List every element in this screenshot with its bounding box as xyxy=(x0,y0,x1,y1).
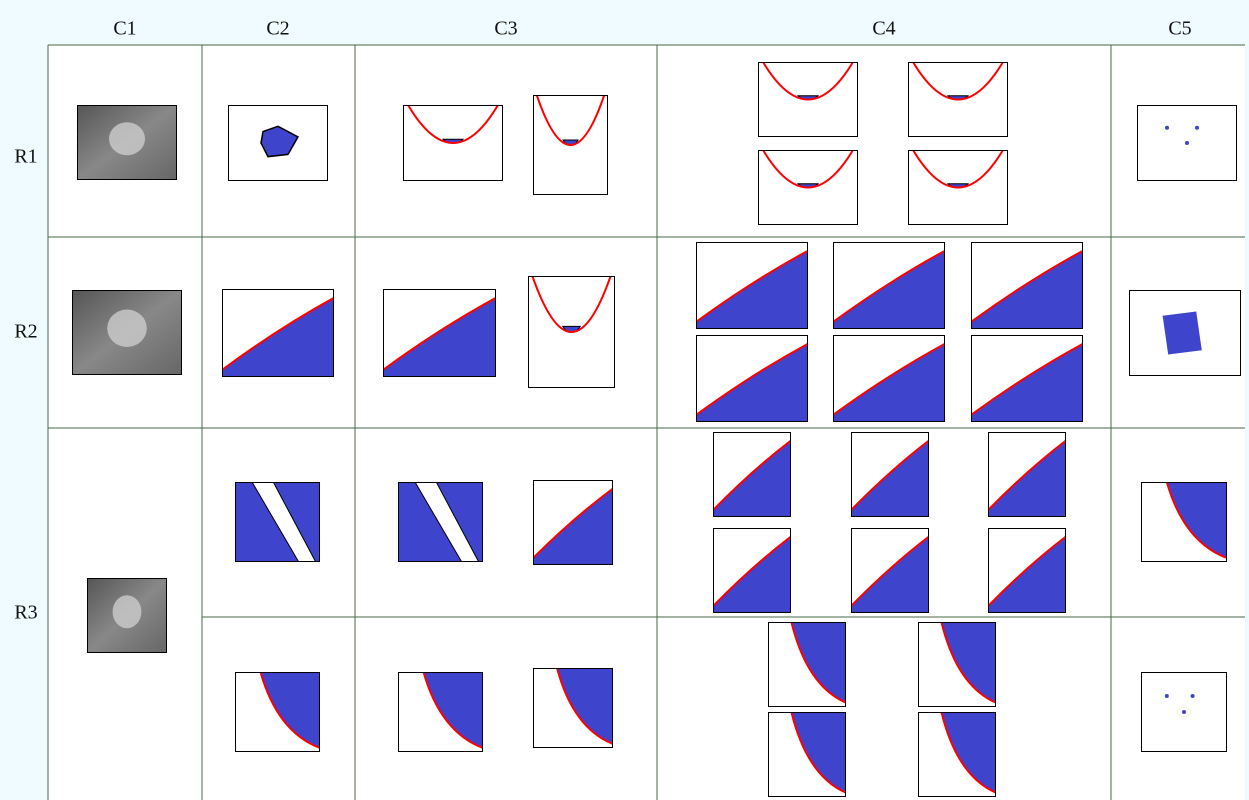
image-panel xyxy=(222,289,334,377)
image-panel xyxy=(696,242,808,329)
image-panel xyxy=(713,432,791,517)
image-panel xyxy=(1141,672,1227,752)
image-panel xyxy=(1141,482,1227,562)
image-panel xyxy=(971,335,1083,422)
image-panel xyxy=(713,528,791,613)
image-panel xyxy=(235,482,320,562)
image-panel xyxy=(533,95,608,195)
column-header: C3 xyxy=(494,18,517,40)
speck xyxy=(1185,141,1189,145)
figure: C1 C2 C3 C4 C5 R1 R2 R3 xyxy=(0,0,1249,800)
image-panel xyxy=(908,62,1008,137)
image-panel xyxy=(72,290,182,375)
image-panel xyxy=(768,712,846,797)
speck xyxy=(1195,126,1199,130)
image-panel xyxy=(833,242,945,329)
column-header: C4 xyxy=(872,18,895,40)
image-panel xyxy=(403,105,503,181)
column-header: C1 xyxy=(113,18,136,40)
image-panel xyxy=(768,622,846,707)
image-panel xyxy=(908,150,1008,225)
image-panel xyxy=(971,242,1083,329)
image-panel xyxy=(77,105,177,180)
speck xyxy=(1191,694,1195,698)
speck xyxy=(1165,126,1169,130)
image-panel xyxy=(758,62,858,137)
nodule xyxy=(113,595,142,628)
image-panel xyxy=(988,432,1066,517)
image-panel xyxy=(918,622,996,707)
table-body xyxy=(48,45,1245,800)
image-panel xyxy=(235,672,320,752)
image-panel xyxy=(851,528,929,613)
image-panel xyxy=(918,712,996,797)
nodule xyxy=(107,310,147,347)
column-header: C2 xyxy=(266,18,289,40)
image-panel xyxy=(87,578,167,653)
image-panel xyxy=(696,335,808,422)
segment xyxy=(1163,312,1202,355)
speck xyxy=(1165,694,1169,698)
image-panel xyxy=(851,432,929,517)
image-panel xyxy=(758,150,858,225)
row-header: R1 xyxy=(14,146,37,168)
row-header: R3 xyxy=(14,602,37,624)
image-panel xyxy=(533,480,613,565)
image-panel xyxy=(1129,290,1241,376)
speck xyxy=(1182,710,1186,714)
image-panel xyxy=(228,105,328,181)
image-panel xyxy=(988,528,1066,613)
row-header: R2 xyxy=(14,321,37,343)
page: C1 C2 C3 C4 C5 R1 R2 R3 (() => { const d… xyxy=(0,0,1249,800)
image-panel xyxy=(398,672,483,752)
image-panel xyxy=(383,289,496,377)
column-header: C5 xyxy=(1168,18,1191,40)
image-panel xyxy=(1137,105,1237,181)
image-panel xyxy=(528,276,615,388)
image-panel xyxy=(398,482,483,562)
image-panel xyxy=(533,668,613,748)
image-panel xyxy=(833,335,945,422)
nodule xyxy=(109,122,145,155)
